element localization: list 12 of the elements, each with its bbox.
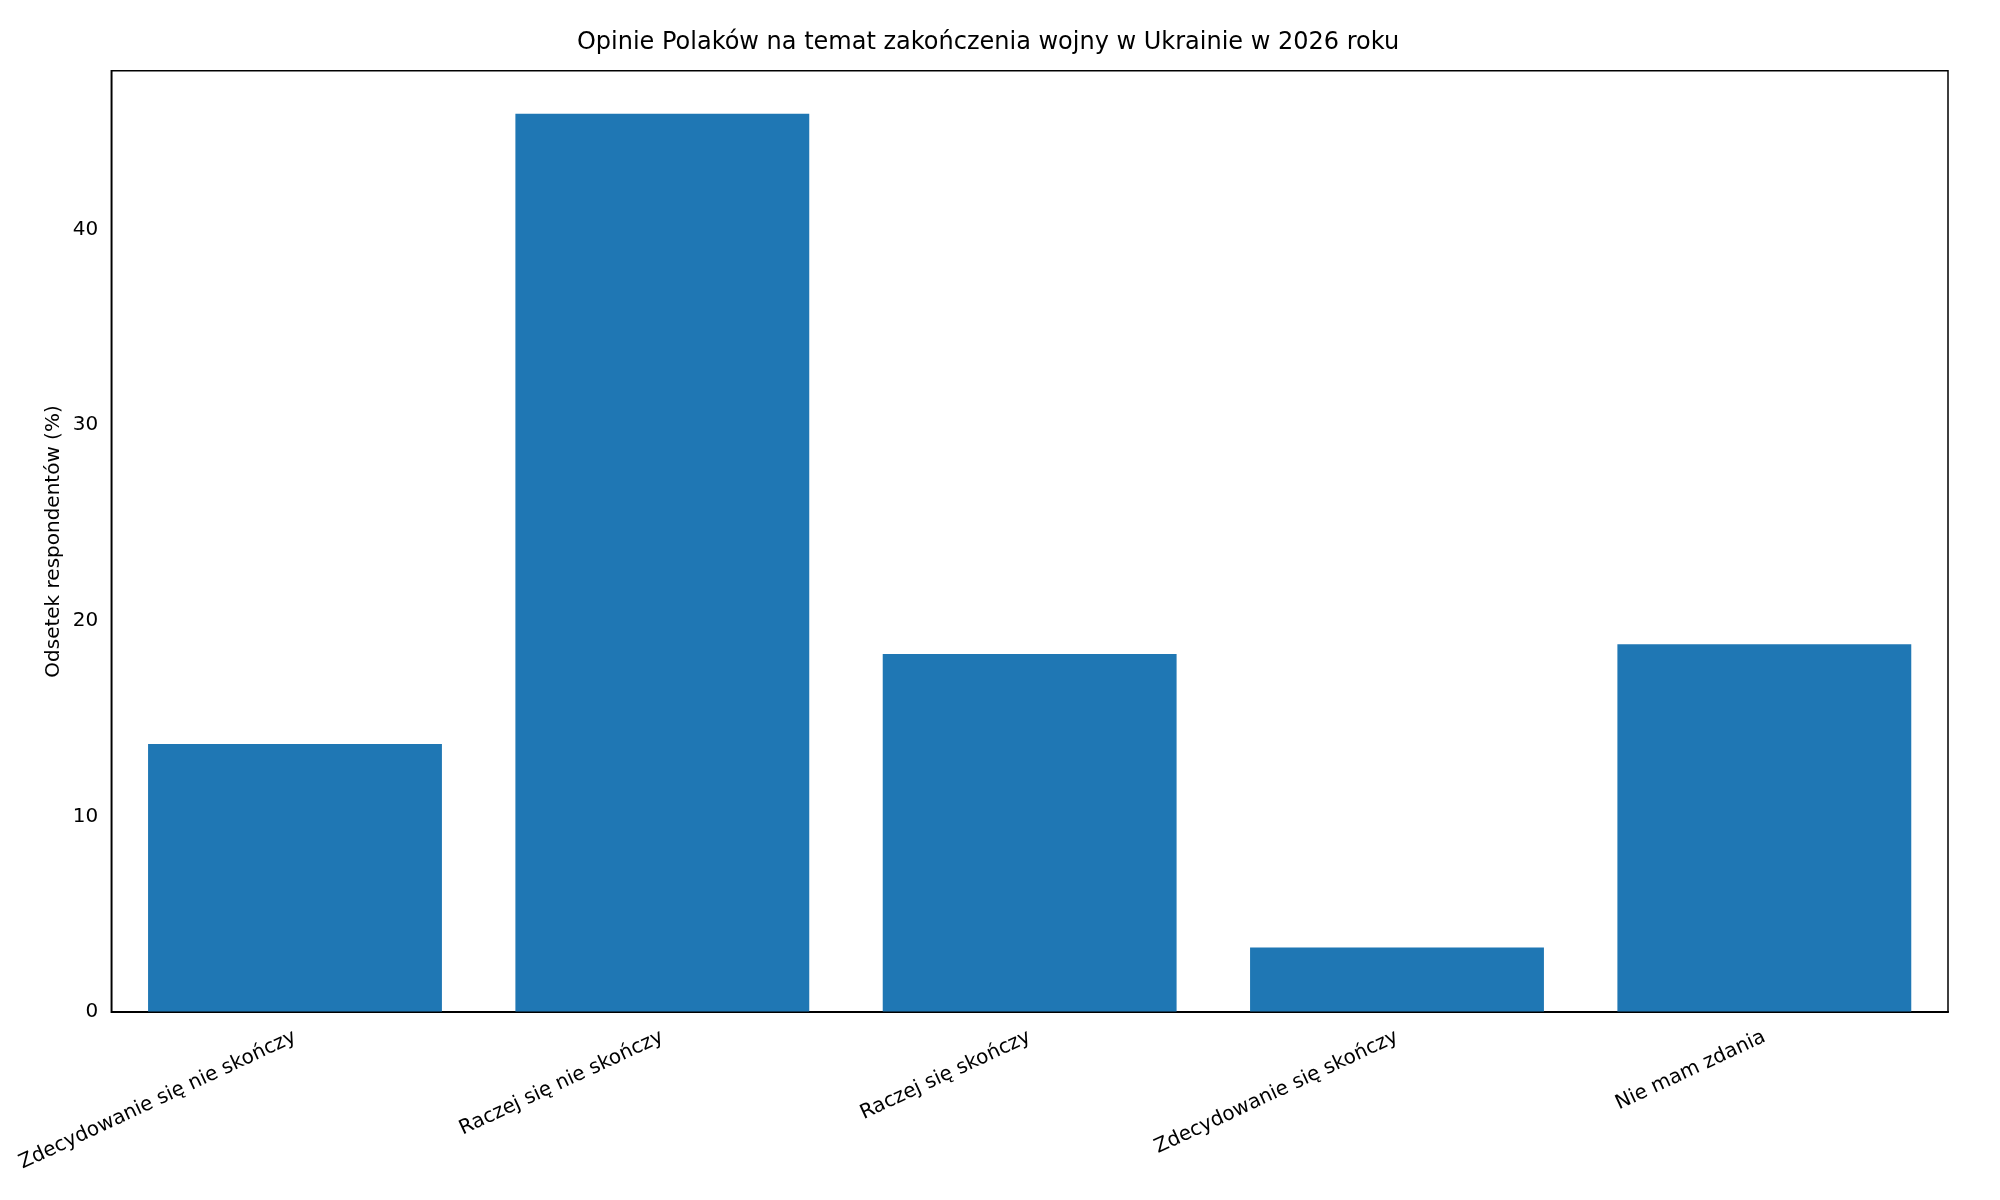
y-axis-title: Odsetek respondentów (%) <box>40 405 65 678</box>
y-tick-label: 0 <box>85 998 99 1023</box>
y-tick-label: 40 <box>72 215 99 240</box>
y-tick-label: 20 <box>72 606 99 631</box>
chart-title: Opinie Polaków na temat zakończenia wojny w Ukrainie w 2026 roku <box>576 26 1400 55</box>
bar <box>148 744 442 1013</box>
bar <box>1250 947 1544 1013</box>
bar <box>882 654 1177 1013</box>
y-tick-label: 10 <box>72 802 99 827</box>
bar <box>515 113 810 1013</box>
y-tick-label: 30 <box>72 411 99 436</box>
bar <box>1617 644 1912 1013</box>
